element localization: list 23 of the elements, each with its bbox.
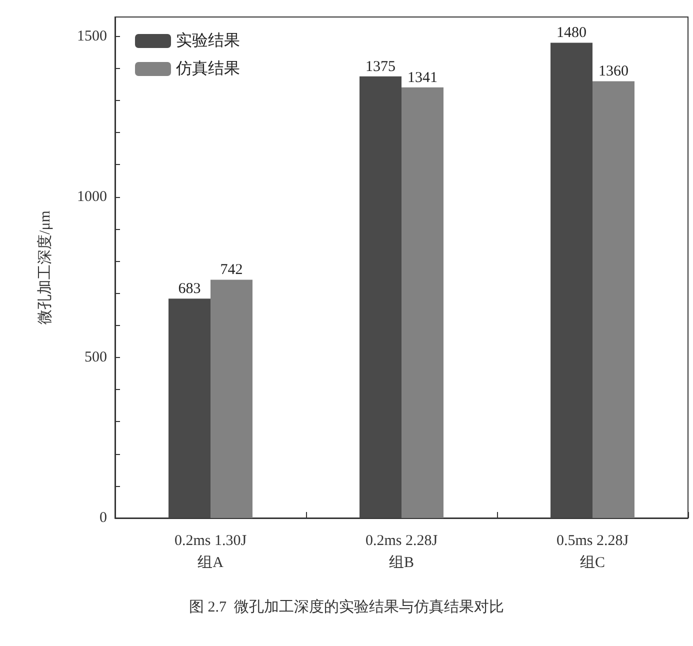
data-label: 1480 [556,25,586,42]
data-label: 683 [178,281,201,298]
bar [360,76,402,518]
y-tick-label: 1000 [77,188,107,205]
bar [168,298,210,518]
data-label: 1341 [408,70,438,86]
x-tick-label: 0.2ms 1.30J 组A [174,533,247,571]
legend-label: 仿真结果 [175,60,240,78]
data-label: 1360 [598,64,628,80]
bar [402,87,444,518]
x-tick-label: 0.5ms 2.28J 组C [556,533,629,571]
caption: 图 2.7 微孔加工深度的实验结果与仿真结果对比 [189,598,504,616]
bar [210,280,252,518]
legend-label: 实验结果 [176,32,240,50]
x-tick-label: 0.2ms 2.28J 组B [365,533,438,571]
bar [592,81,634,518]
data-label: 742 [220,262,243,278]
y-tick-label: 0 [100,510,107,526]
data-label: 1375 [366,58,396,75]
y-axis-title: 微孔加工深度/μm [36,210,54,324]
y-tick-label: 500 [84,349,107,366]
bar [550,42,592,518]
y-tick-label: 1500 [77,28,107,44]
